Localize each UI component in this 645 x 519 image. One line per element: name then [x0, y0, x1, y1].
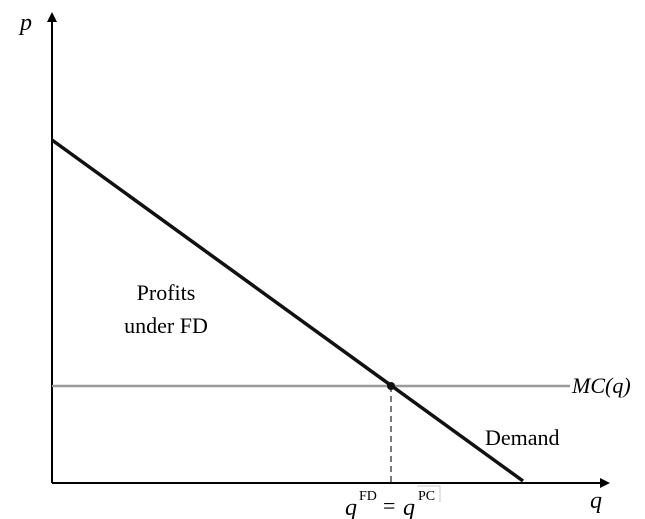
equals-sign: =: [383, 493, 395, 518]
demand-line: [52, 140, 523, 481]
x-axis-label: q: [590, 488, 602, 514]
pc-superscript: PC: [418, 489, 435, 504]
profits-label-line2: under FD: [124, 313, 208, 338]
mc-label: MC(q): [571, 373, 631, 398]
profits-label-line1: Profits: [137, 280, 196, 305]
q-fd-symbol: q: [345, 495, 357, 519]
fd-superscript: FD: [359, 489, 377, 504]
equilibrium-point: [387, 382, 395, 390]
demand-label: Demand: [485, 425, 560, 450]
q-pc-symbol: q: [403, 495, 415, 519]
y-axis-label: p: [18, 10, 32, 36]
